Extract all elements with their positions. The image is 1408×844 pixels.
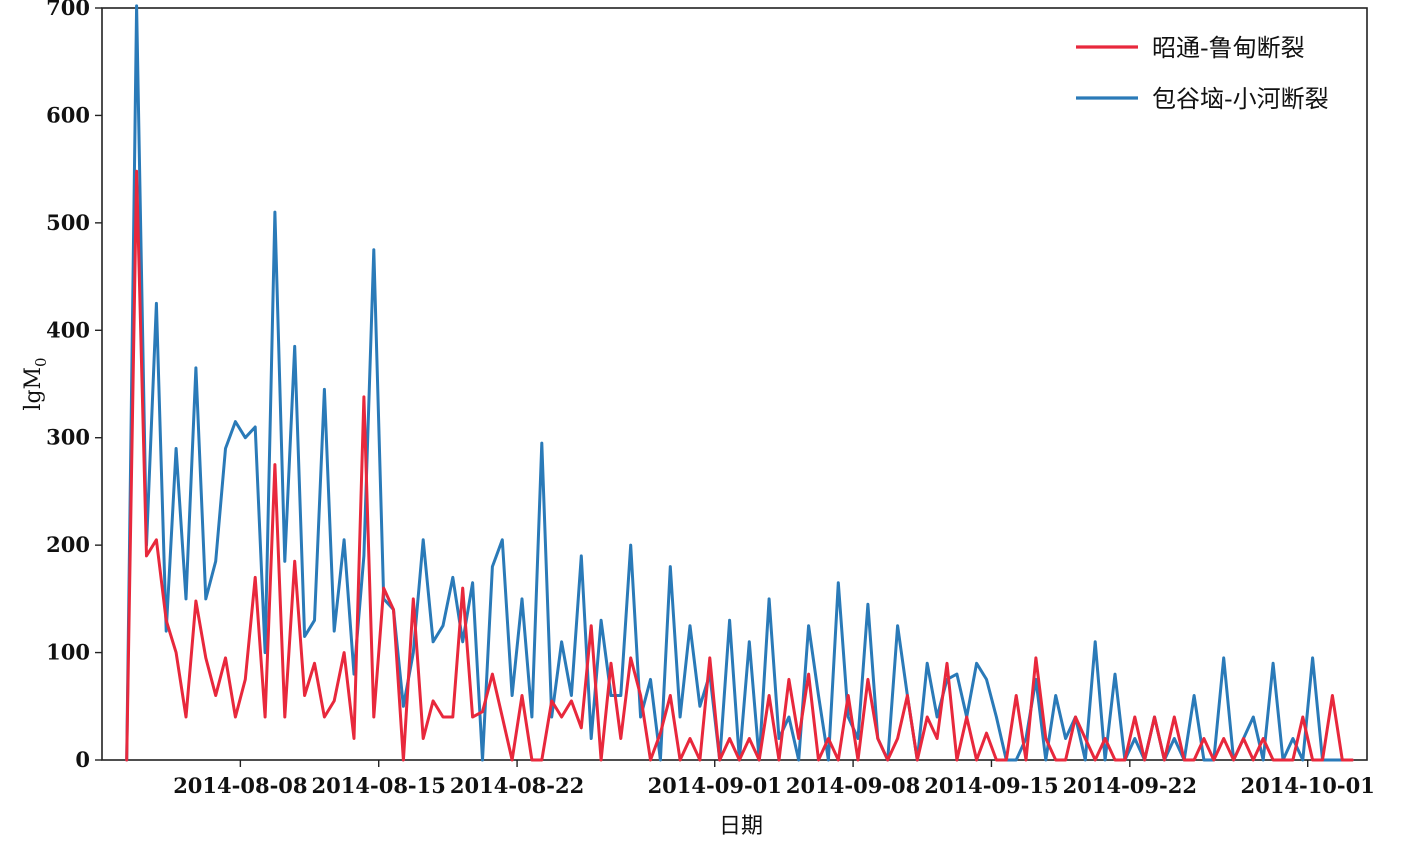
x-tick-label: 2014-09-22 bbox=[1063, 773, 1197, 798]
y-axis-title-subscript: 0 bbox=[32, 357, 50, 367]
series-line-0 bbox=[125, 169, 1354, 762]
y-tick-label: 0 bbox=[75, 747, 90, 772]
y-tick-label: 100 bbox=[46, 640, 90, 665]
y-tick-label: 400 bbox=[46, 317, 90, 342]
legend-label-baogunao: 包谷垴-小河断裂 bbox=[1152, 85, 1329, 113]
x-tick-label: 2014-08-22 bbox=[450, 773, 584, 798]
y-tick-label: 300 bbox=[46, 425, 90, 450]
x-tick-label: 2014-08-08 bbox=[173, 773, 307, 798]
y-tick-label: 600 bbox=[46, 102, 90, 127]
series-lines bbox=[125, 4, 1354, 762]
y-tick-label: 700 bbox=[46, 0, 90, 20]
x-tick-label: 2014-10-01 bbox=[1241, 773, 1375, 798]
x-axis: 2014-08-08 2014-08-15 2014-08-22 2014-09-01… bbox=[173, 760, 1375, 798]
legend-label-zhaotong: 昭通-鲁甸断裂 bbox=[1152, 34, 1305, 62]
y-axis: 0 100 200 300 400 500 600 700 bbox=[46, 0, 102, 772]
y-axis-title-main: lgM bbox=[21, 367, 46, 411]
x-tick-label: 2014-08-15 bbox=[312, 773, 446, 798]
y-axis-title: lgM0 bbox=[21, 357, 50, 410]
x-tick-label: 2014-09-15 bbox=[924, 773, 1058, 798]
x-tick-label: 2014-09-01 bbox=[648, 773, 782, 798]
y-tick-label: 500 bbox=[46, 210, 90, 235]
x-tick-label: 2014-09-08 bbox=[786, 773, 920, 798]
y-tick-label: 200 bbox=[46, 532, 90, 557]
x-axis-title: 日期 bbox=[719, 814, 763, 839]
legend: 昭通-鲁甸断裂 包谷垴-小河断裂 bbox=[1076, 34, 1329, 113]
plot-frame bbox=[101, 7, 1368, 761]
